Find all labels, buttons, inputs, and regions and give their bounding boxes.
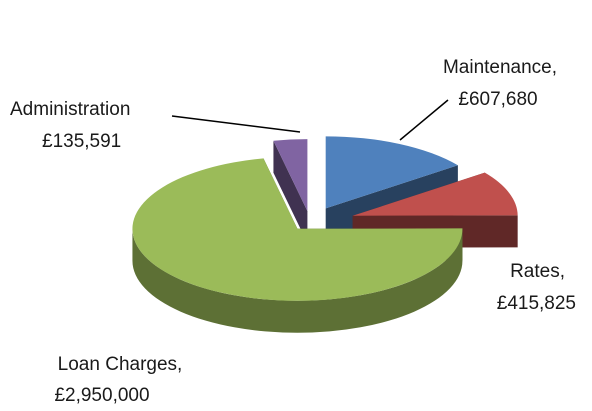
slice: [132, 158, 463, 333]
pie: [132, 136, 518, 333]
value-label: £607,680: [458, 89, 537, 110]
slice-label: Maintenance,: [443, 57, 557, 78]
slice: [325, 136, 458, 209]
slice-label: Loan Charges,: [58, 354, 183, 375]
value-label: £2,950,000: [54, 385, 149, 406]
slice: [132, 158, 463, 301]
slice-label: Administration: [10, 99, 130, 120]
slice-label: Rates,: [510, 261, 565, 282]
slice: [273, 139, 308, 212]
slice-side: [132, 228, 463, 333]
value-label: £415,825: [497, 293, 576, 314]
leader-line: [171, 115, 301, 133]
slice-side: [273, 140, 308, 244]
leader-line: [399, 99, 449, 141]
slice: [273, 139, 308, 244]
slice: [352, 172, 518, 216]
value-label: £135,591: [42, 131, 121, 152]
labels: Maintenance, £607,680 Rates, £415,825 Loan C…: [10, 57, 576, 406]
